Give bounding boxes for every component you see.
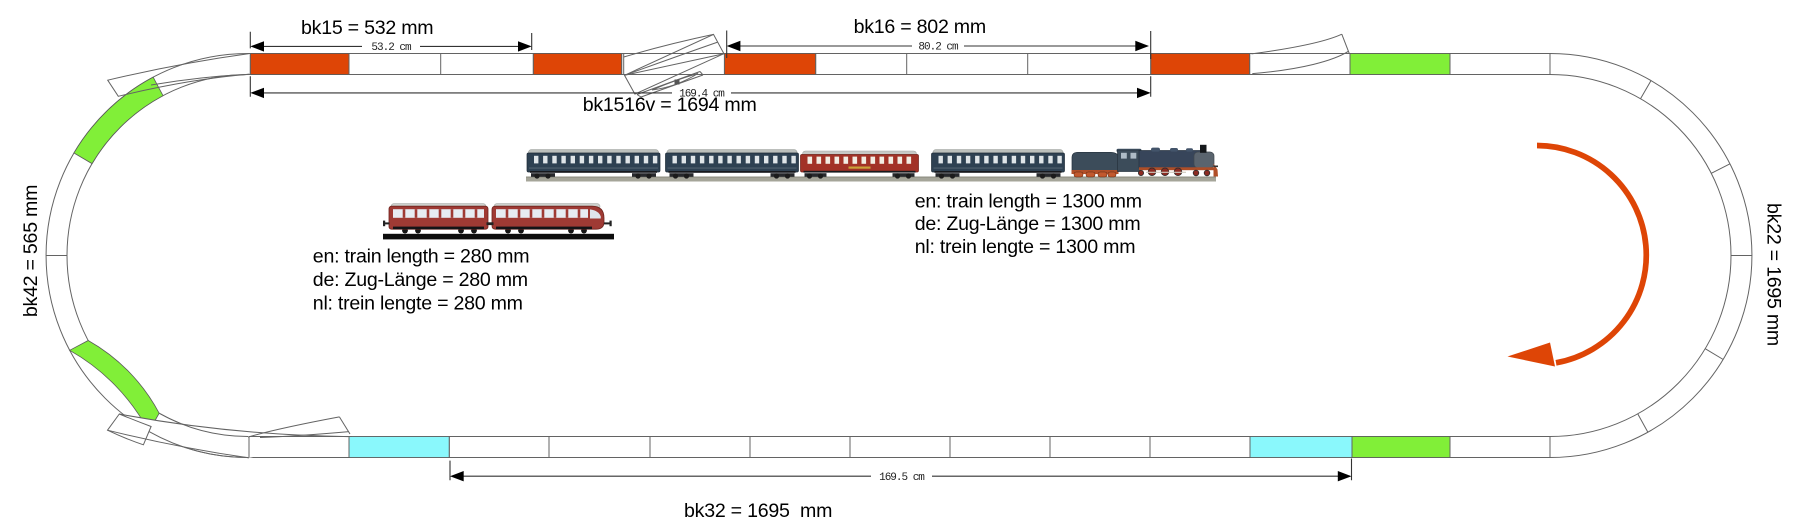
svg-text:en: train length = 280 mm: en: train length = 280 mm [313,245,530,267]
svg-text:bk16 = 802 mm: bk16 = 802 mm [854,16,986,38]
svg-text:en: train length = 1300 mm: en: train length = 1300 mm [915,190,1142,212]
svg-text:53.2 cm: 53.2 cm [371,42,412,54]
svg-text:nl: trein lengte = 280 mm: nl: trein lengte = 280 mm [313,292,523,314]
svg-text:nl: trein lengte = 1300 mm: nl: trein lengte = 1300 mm [915,236,1136,258]
svg-text:de: Zug-Länge = 280 mm: de: Zug-Länge = 280 mm [313,269,528,291]
svg-text:bk15 = 532 mm: bk15 = 532 mm [301,17,433,39]
svg-text:bk32 = 1695 mm: bk32 = 1695 mm [684,500,832,522]
svg-text:80.2 cm: 80.2 cm [918,42,959,54]
svg-text:de: Zug-Länge = 1300 mm: de: Zug-Länge = 1300 mm [915,213,1141,235]
svg-text:169.5 cm: 169.5 cm [879,472,925,484]
svg-text:169.4 cm: 169.4 cm [679,89,725,101]
svg-text:bk22 = 1695 mm: bk22 = 1695 mm [1763,203,1785,346]
svg-text:bk1516v = 1694 mm: bk1516v = 1694 mm [583,94,757,116]
svg-text:bk42 = 565 mm: bk42 = 565 mm [20,185,42,317]
